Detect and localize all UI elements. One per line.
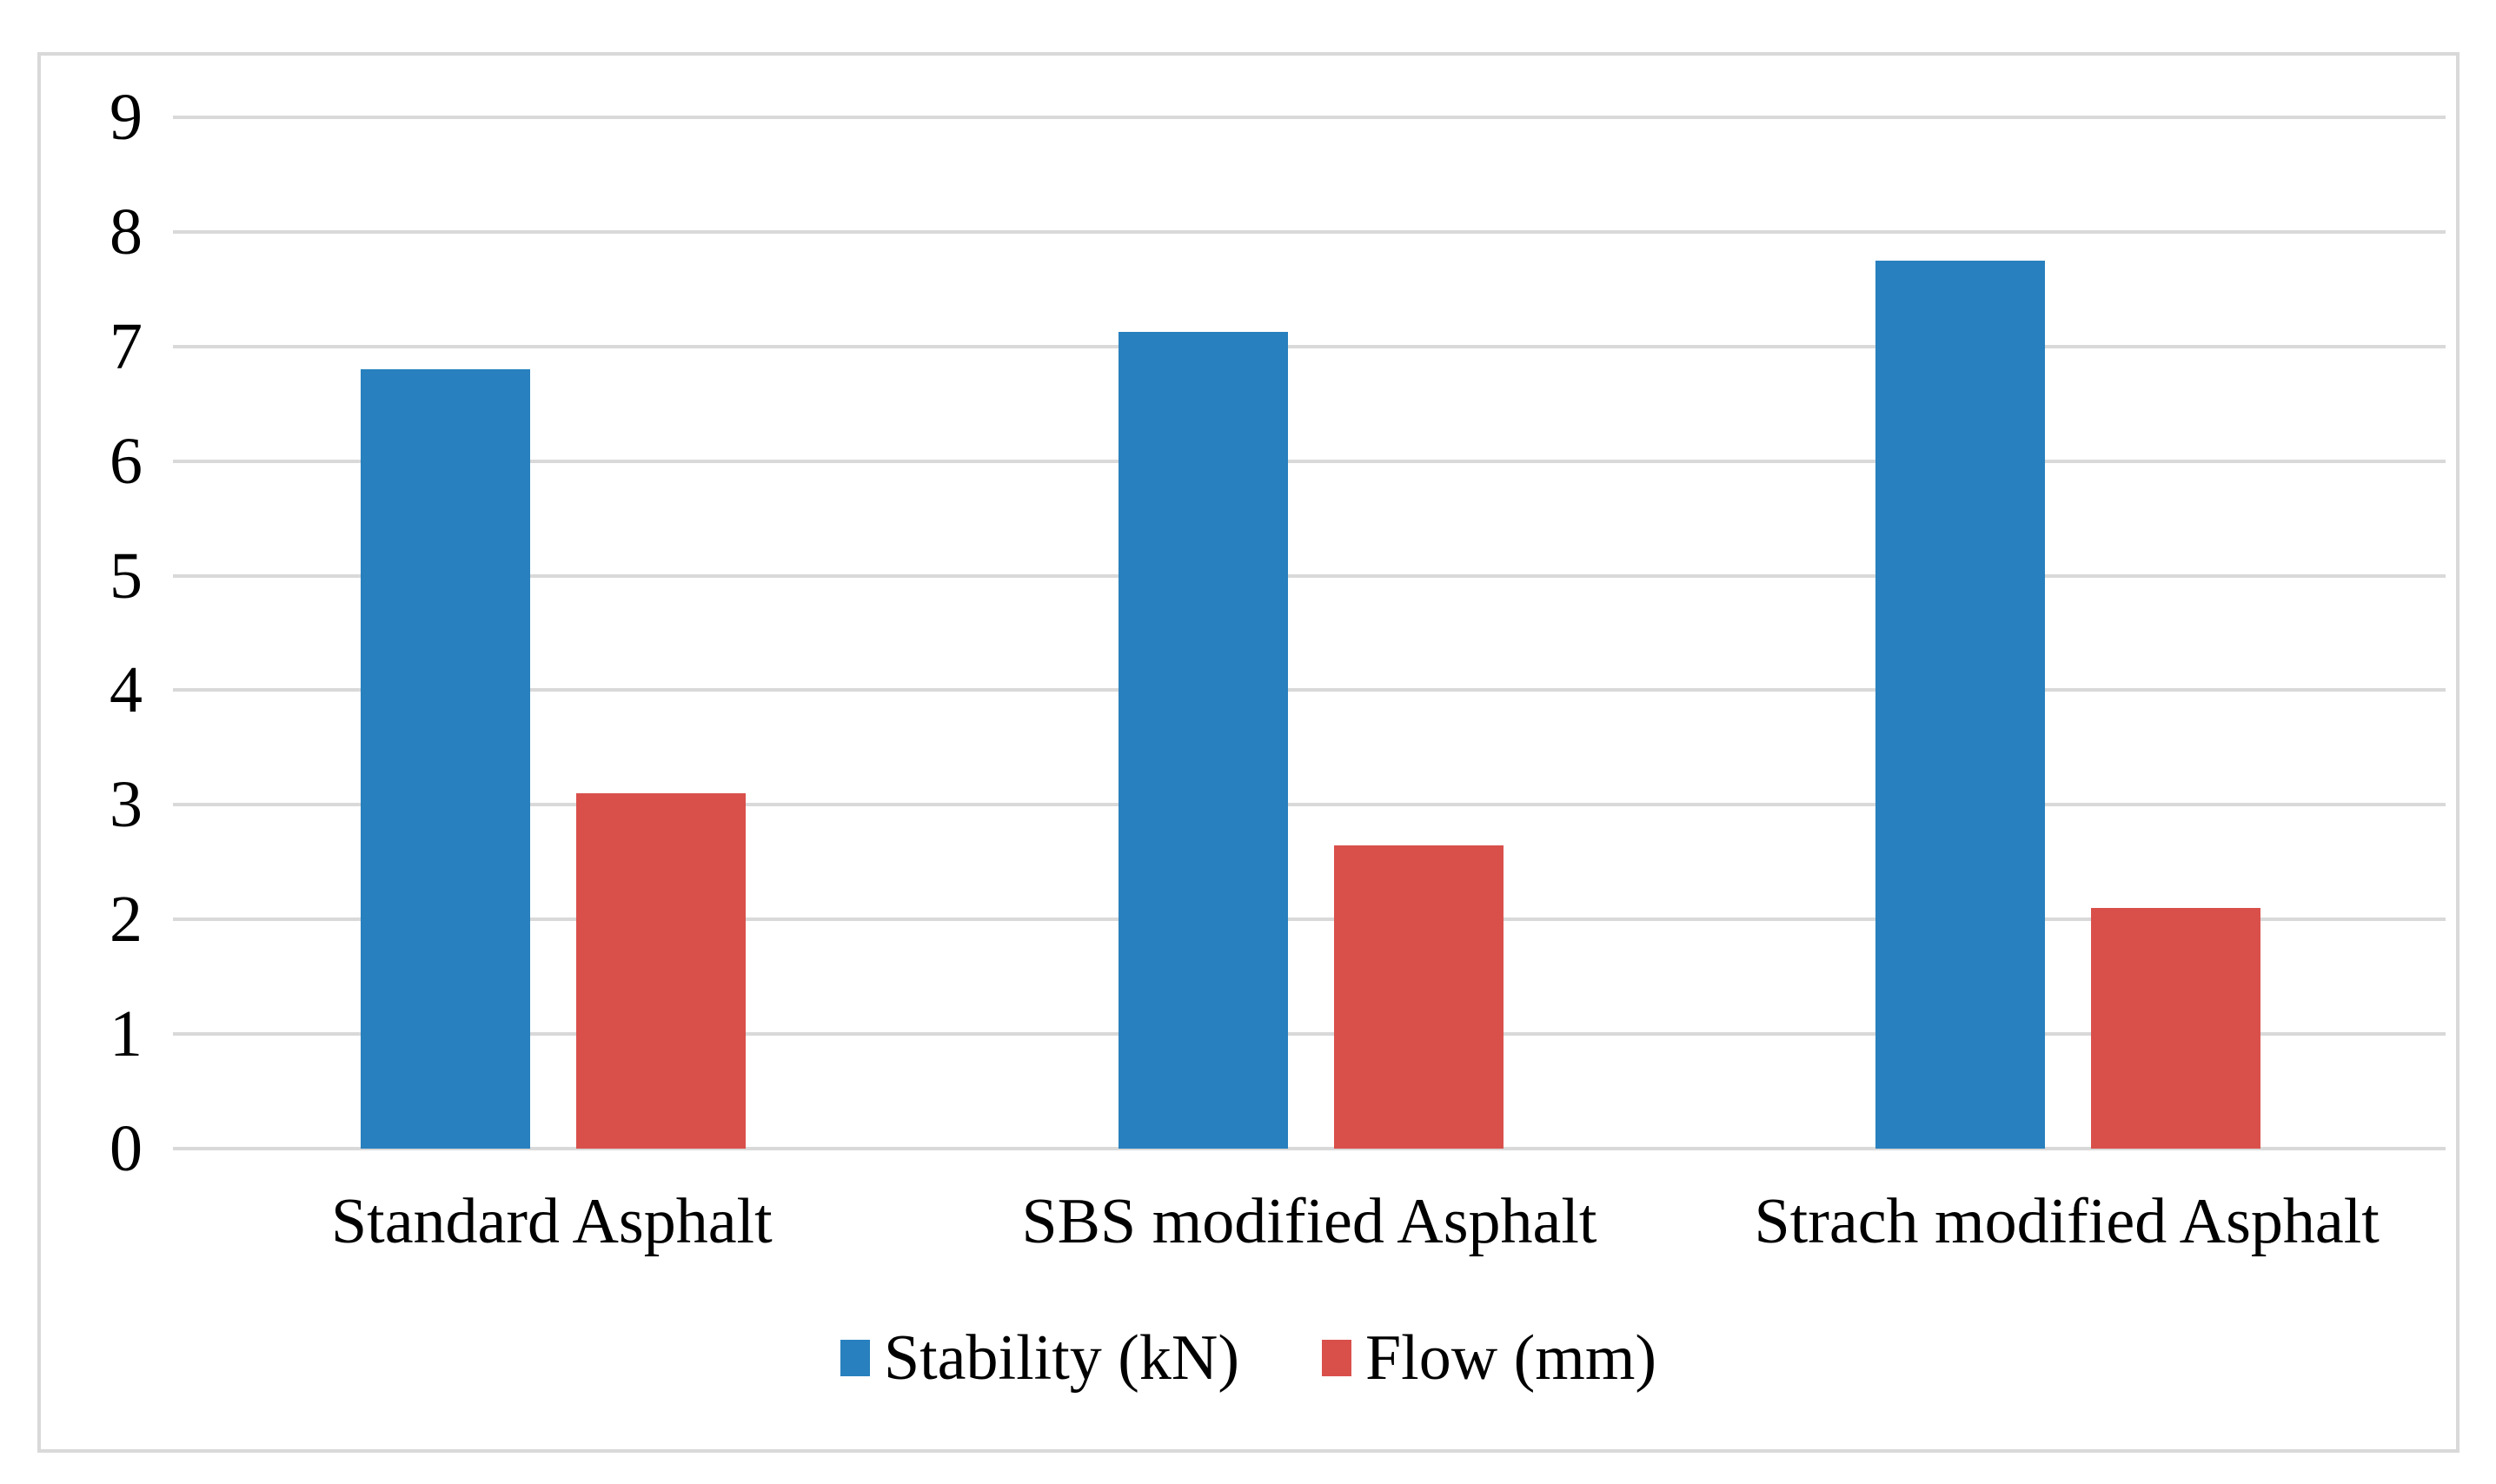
bar-flow-mm-sbs-modified-asphalt [1333,845,1504,1149]
y-tick-label-1: 1 [110,997,143,1071]
y-tick-label-9: 9 [110,81,143,154]
bar-stability-kn-strach-modified-asphalt [1875,260,2046,1149]
legend-item-flow-mm: Flow (mm) [1321,1322,1657,1394]
chart-figure: 0 1 2 3 4 5 6 7 8 9 Standard Asphalt SBS modified … [37,52,2459,1453]
legend-item-stability-kn: Stability (kN) [840,1326,1239,1390]
gridline-y-9 [173,116,2446,119]
legend-label-stability-kn: Stability (kN) [883,1322,1239,1394]
gridline-y-8 [173,229,2446,234]
gridline-y-1 [173,1032,2446,1037]
plot-area: 0 1 2 3 4 5 6 7 8 9 [110,84,2446,1182]
category-label-standard-asphalt: Standard Asphalt [331,1186,773,1257]
bar-flow-mm-standard-asphalt [575,793,746,1149]
legend-swatch-stability-kn-icon [840,1340,870,1376]
legend-label-flow-mm: Flow (mm) [1364,1322,1657,1394]
bar-stability-kn-sbs-modified-asphalt [1118,331,1288,1149]
category-label-sbs-modified-asphalt: SBS modified Asphalt [1021,1186,1597,1257]
y-tick-label-7: 7 [110,309,143,383]
y-tick-label-5: 5 [110,539,143,613]
legend-swatch-flow-mm-icon [1321,1340,1351,1376]
chart-legend: Stability (kN) Flow (mm) [41,1326,2456,1390]
bar-flow-mm-strach-modified-asphalt [2091,908,2261,1149]
gridline-y-5 [173,573,2446,578]
y-tick-label-4: 4 [110,653,143,727]
y-tick-label-0: 0 [110,1112,143,1185]
bar-stability-kn-standard-asphalt [360,369,530,1149]
x-axis-category-labels: Standard Asphalt SBS modified Asphalt Stra… [173,1185,2446,1259]
category-label-strach-modified-asphalt: Strach modified Asphalt [1754,1186,2380,1257]
gridline-y-0 [173,1147,2446,1150]
gridline-y-7 [173,344,2446,348]
y-tick-label-2: 2 [110,883,143,957]
gridline-y-3 [173,803,2446,807]
y-tick-label-3: 3 [110,768,143,842]
gridline-y-6 [173,459,2446,463]
y-tick-label-6: 6 [110,424,143,498]
gridline-y-2 [173,918,2446,922]
y-tick-label-8: 8 [110,195,143,268]
gridline-y-4 [173,688,2446,692]
